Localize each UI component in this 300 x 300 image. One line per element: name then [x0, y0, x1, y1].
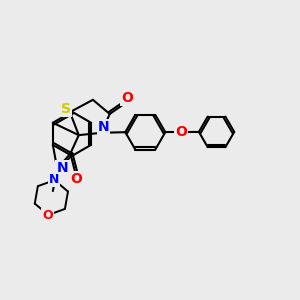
Text: N: N [49, 173, 59, 186]
Text: N: N [56, 161, 68, 176]
Text: O: O [175, 125, 187, 139]
Text: N: N [98, 120, 109, 134]
Text: O: O [70, 172, 82, 186]
Text: O: O [42, 209, 53, 222]
Text: O: O [121, 91, 133, 105]
Text: S: S [61, 102, 70, 116]
